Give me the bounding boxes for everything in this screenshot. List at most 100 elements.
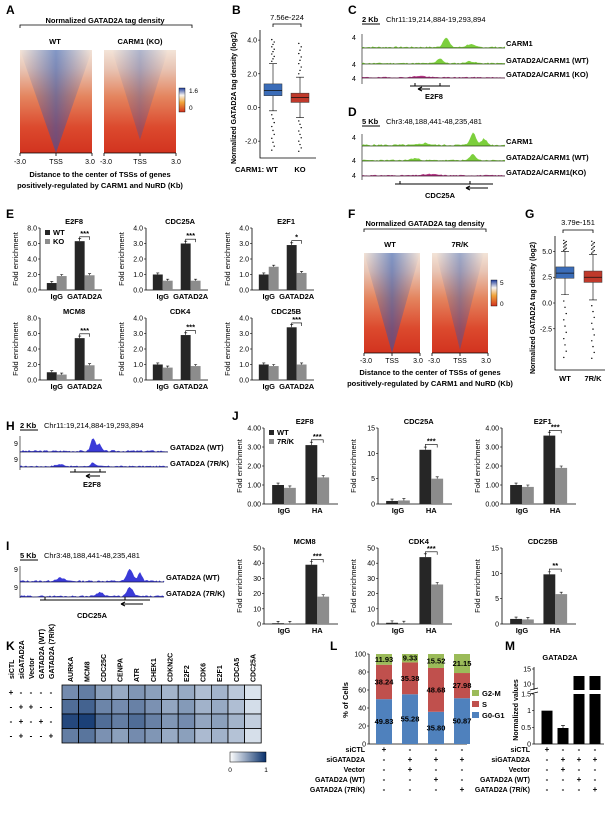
condition-sign: - bbox=[435, 785, 438, 794]
error-bar bbox=[88, 273, 92, 276]
stacked-bar-segment bbox=[428, 654, 444, 668]
panel-h-locus: Chr11:19,214,884-19,293,894 bbox=[44, 421, 144, 430]
y-tick-label: -2.0 bbox=[245, 139, 257, 146]
panel-d-scale-1: 4 bbox=[352, 135, 356, 142]
box-outlier bbox=[272, 118, 274, 120]
error-bar bbox=[435, 582, 439, 585]
box-outlier bbox=[298, 150, 300, 152]
heatmap-cell bbox=[127, 728, 146, 744]
heatmap-cell bbox=[94, 728, 113, 744]
y-axis-label: Fold enrichment bbox=[117, 231, 126, 286]
condition-sign: - bbox=[383, 785, 386, 794]
panel-a-xaxis bbox=[19, 152, 177, 156]
heatmap-cell bbox=[194, 713, 212, 729]
box-outlier bbox=[271, 137, 273, 140]
stacked-bar-segment bbox=[402, 694, 418, 744]
sig-label: ** bbox=[552, 561, 558, 570]
heatmap-sign: - bbox=[10, 732, 13, 741]
error-bar bbox=[514, 482, 518, 485]
bar-wt bbox=[305, 564, 318, 624]
box-outlier bbox=[592, 243, 594, 245]
legend-label: KO bbox=[53, 237, 64, 246]
error-bar bbox=[559, 465, 563, 468]
y-tick-label: 0.0 bbox=[27, 288, 37, 295]
panel-d-locus: Chr3:48,188,441-48,235,481 bbox=[386, 117, 482, 126]
panel-k-letter: K bbox=[6, 639, 15, 653]
bar-wt bbox=[305, 445, 318, 504]
heatmap-gene-label: E2F1 bbox=[217, 665, 224, 682]
stacked-bar-label: 55.28 bbox=[401, 715, 420, 724]
error-bar bbox=[50, 281, 54, 284]
panel-f-tick: 3.0 bbox=[413, 358, 423, 365]
heatmap-cell bbox=[78, 684, 96, 700]
heatmap-cell bbox=[61, 699, 80, 715]
heatmap-gene-label: AURKA bbox=[68, 657, 75, 682]
x-tick-label: IgG bbox=[278, 626, 291, 635]
y-tick-label: 40 bbox=[367, 561, 375, 568]
y-tick-label: 4.0 bbox=[247, 38, 257, 45]
x-tick-label: IgG bbox=[156, 292, 169, 301]
y-axis-label: Fold enrichment bbox=[223, 321, 232, 376]
panel-e: E 0.0 2.0 4.0 6.0 8.0 Fold enrichment E2F8 IgG G… bbox=[6, 207, 315, 391]
panel-b-bracket bbox=[272, 23, 302, 27]
panel-c-scale-1: 4 bbox=[352, 35, 356, 42]
box-outlier bbox=[298, 42, 300, 45]
y-tick-label: 0.0 bbox=[27, 378, 37, 385]
bar-second bbox=[268, 266, 279, 290]
heatmap-cell bbox=[111, 699, 129, 715]
y-tick-label: 1.00 bbox=[485, 483, 499, 490]
error-bar bbox=[321, 475, 325, 478]
gene-label: CDC25B bbox=[528, 537, 559, 546]
bar-second bbox=[283, 623, 296, 624]
panel-m: M GATAD2A Normalized values 0 0.5 1 1.5 10 15… bbox=[475, 639, 604, 794]
panel-a-tick: -3.0 bbox=[100, 159, 112, 166]
heatmap-cell bbox=[144, 699, 163, 715]
panel-k-rowlabels: siCTL siGATAD2A Vector GATAD2A (WT) GATAD2A … bbox=[9, 624, 56, 679]
panel-m-conditions: siCTL + - - -siGATAD2A - + + +Vector - + - -GATAD2A … bbox=[475, 745, 598, 794]
condition-sign: + bbox=[460, 755, 465, 764]
bar-second bbox=[317, 596, 330, 624]
panel-a-heatmap-wt-signal bbox=[20, 50, 92, 153]
panel-b-pvalue: 7.56e-224 bbox=[270, 13, 304, 22]
condition-sign: + bbox=[408, 765, 413, 774]
y-axis-label: Fold enrichment bbox=[11, 321, 20, 376]
panel-m-axis-break bbox=[529, 687, 539, 695]
y-tick-label: 8.0 bbox=[27, 316, 37, 323]
panel-a-title: Normalized GATAD2A tag density bbox=[45, 16, 165, 25]
heatmap-cell bbox=[161, 728, 179, 744]
box-outlier bbox=[273, 145, 275, 147]
y-tick-label: 2.0 bbox=[247, 71, 257, 78]
box-outlier bbox=[273, 121, 275, 124]
box-outlier bbox=[563, 319, 565, 321]
condition-sign: - bbox=[383, 765, 386, 774]
box-outlier bbox=[565, 331, 567, 334]
stacked-bar-label: 21.15 bbox=[453, 659, 472, 668]
y-tick-label: 60 bbox=[358, 688, 366, 695]
x-tick-label: HA bbox=[312, 626, 323, 635]
panel-a-tick: 3.0 bbox=[171, 159, 181, 166]
panel-g-letter: G bbox=[525, 207, 534, 221]
heatmap-sign: - bbox=[50, 703, 53, 712]
panel-b-yticks: 4.0 2.0 0.0 -2.0 bbox=[245, 38, 260, 146]
panel-m-title: GATAD2A bbox=[542, 653, 578, 662]
y-tick-label: 0 bbox=[495, 622, 499, 629]
panel-f-heatmap-rk-signal bbox=[436, 253, 484, 350]
panel-b-ylabel: Normalized GATAD2A tag density (log2) bbox=[231, 32, 238, 164]
y-tick-label: 4.0 bbox=[27, 257, 37, 264]
y-tick-label: 2.00 bbox=[247, 464, 261, 471]
panel-d-track-2: GATAD2A/CARM1 (WT) bbox=[506, 153, 589, 162]
gene-label: CDC25B bbox=[271, 307, 302, 316]
condition-sign: - bbox=[461, 745, 464, 754]
heatmap-cell bbox=[111, 713, 129, 729]
panel-l-yticks: 0 20 40 60 80 100 bbox=[354, 652, 369, 749]
box-outlier bbox=[271, 125, 273, 128]
condition-sign: - bbox=[409, 785, 412, 794]
panel-m-letter: M bbox=[505, 639, 515, 653]
heatmap-sign: - bbox=[30, 732, 33, 741]
y-tick-label: 1.5 bbox=[521, 692, 531, 699]
legend-label: WT bbox=[277, 428, 289, 437]
heatmap-cell bbox=[161, 684, 179, 700]
box-outlier bbox=[564, 344, 566, 346]
condition-sign: + bbox=[434, 755, 439, 764]
x-tick-label: HA bbox=[426, 626, 437, 635]
